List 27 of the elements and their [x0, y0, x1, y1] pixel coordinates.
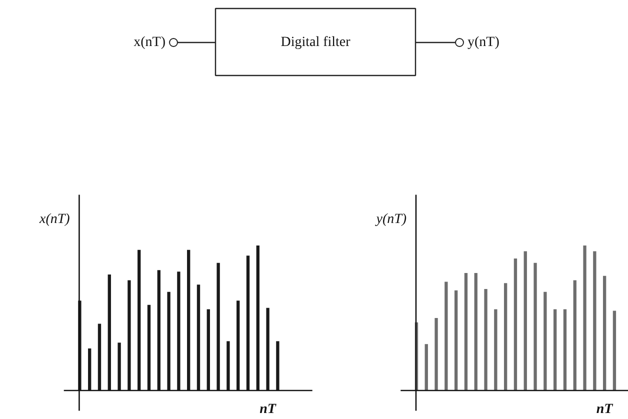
text: x(nT)	[134, 35, 166, 50]
bar	[444, 282, 448, 390]
bar	[524, 251, 527, 390]
y-axis-title: x(nT)	[38, 212, 70, 227]
bar	[484, 288, 488, 390]
bar	[474, 273, 478, 390]
bar	[573, 280, 576, 390]
bar	[583, 245, 586, 390]
bar	[534, 262, 537, 390]
bar	[504, 283, 508, 390]
bar	[514, 258, 518, 390]
bar	[424, 344, 428, 390]
y-axis-title: y(nT)	[374, 212, 407, 227]
bar	[553, 309, 557, 390]
bar	[593, 251, 596, 390]
text: Digital filter	[280, 35, 351, 50]
x-axis-title: nT	[596, 402, 614, 418]
bar	[612, 310, 616, 390]
bar	[544, 292, 547, 390]
bar	[464, 273, 468, 390]
text: y(nT)	[468, 35, 500, 50]
x-axis-title: nT	[260, 402, 278, 418]
bar	[494, 309, 498, 390]
bar	[434, 318, 438, 390]
bar	[454, 290, 458, 390]
bar	[602, 276, 606, 390]
bar	[563, 309, 567, 390]
